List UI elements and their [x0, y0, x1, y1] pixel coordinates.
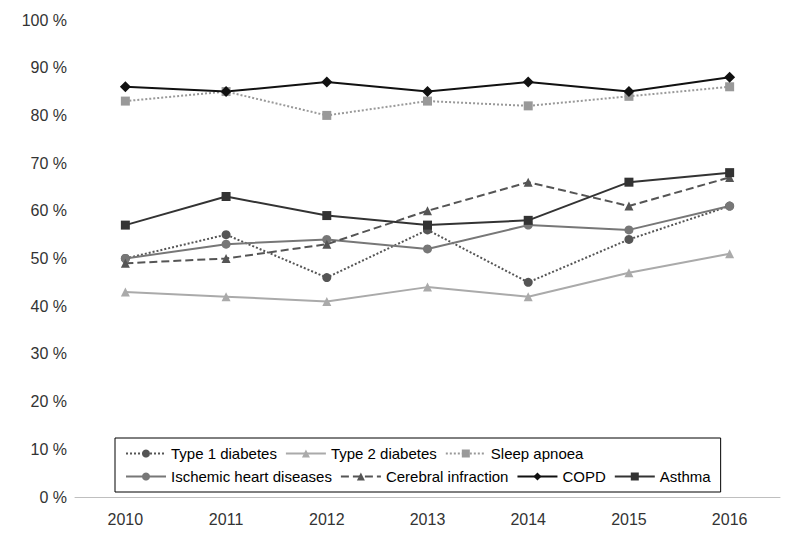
svg-text:70 %: 70 %: [31, 155, 67, 172]
svg-text:Sleep apnoea: Sleep apnoea: [491, 445, 584, 462]
svg-text:2011: 2011: [209, 511, 244, 528]
svg-text:90 %: 90 %: [31, 59, 67, 76]
svg-text:Ischemic heart diseases: Ischemic heart diseases: [171, 468, 332, 485]
svg-text:40 %: 40 %: [31, 298, 67, 315]
svg-text:2014: 2014: [510, 511, 546, 528]
svg-text:Type 1 diabetes: Type 1 diabetes: [171, 445, 277, 462]
svg-text:80 %: 80 %: [31, 107, 67, 124]
svg-text:50 %: 50 %: [31, 250, 67, 267]
svg-text:2013: 2013: [410, 511, 446, 528]
svg-text:2016: 2016: [712, 511, 748, 528]
svg-text:Cerebral infraction: Cerebral infraction: [386, 468, 509, 485]
svg-text:Type 2 diabetes: Type 2 diabetes: [331, 445, 437, 462]
svg-text:60 %: 60 %: [31, 202, 67, 219]
svg-text:100 %: 100 %: [22, 12, 67, 29]
svg-text:2015: 2015: [611, 511, 647, 528]
svg-text:Asthma: Asthma: [660, 468, 712, 485]
svg-text:2012: 2012: [309, 511, 345, 528]
svg-text:COPD: COPD: [562, 468, 606, 485]
svg-text:0 %: 0 %: [39, 489, 67, 506]
svg-text:20 %: 20 %: [31, 393, 67, 410]
svg-text:30 %: 30 %: [31, 345, 67, 362]
svg-text:10 %: 10 %: [31, 441, 67, 458]
svg-text:2010: 2010: [108, 511, 144, 528]
